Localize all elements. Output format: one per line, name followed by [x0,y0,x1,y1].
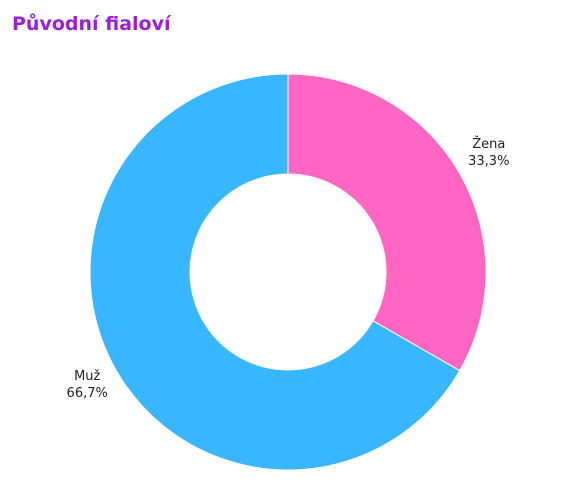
slice-label: Žena [472,136,505,152]
slice-value-label: 33,3% [468,154,509,169]
chart-title: Původní fialoví [12,12,172,35]
donut-slice [89,73,461,471]
slice-value-label: 66,7% [67,386,108,401]
donut-slice [287,73,487,372]
slice-label: Muž [74,369,100,384]
